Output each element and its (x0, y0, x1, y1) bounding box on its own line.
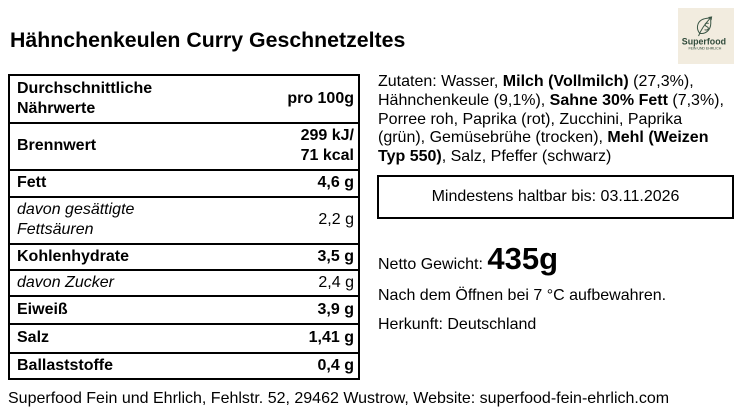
svg-text:Superfood: Superfood (682, 37, 726, 48)
svg-text:FEIN UND EHRLICH: FEIN UND EHRLICH (689, 47, 722, 51)
